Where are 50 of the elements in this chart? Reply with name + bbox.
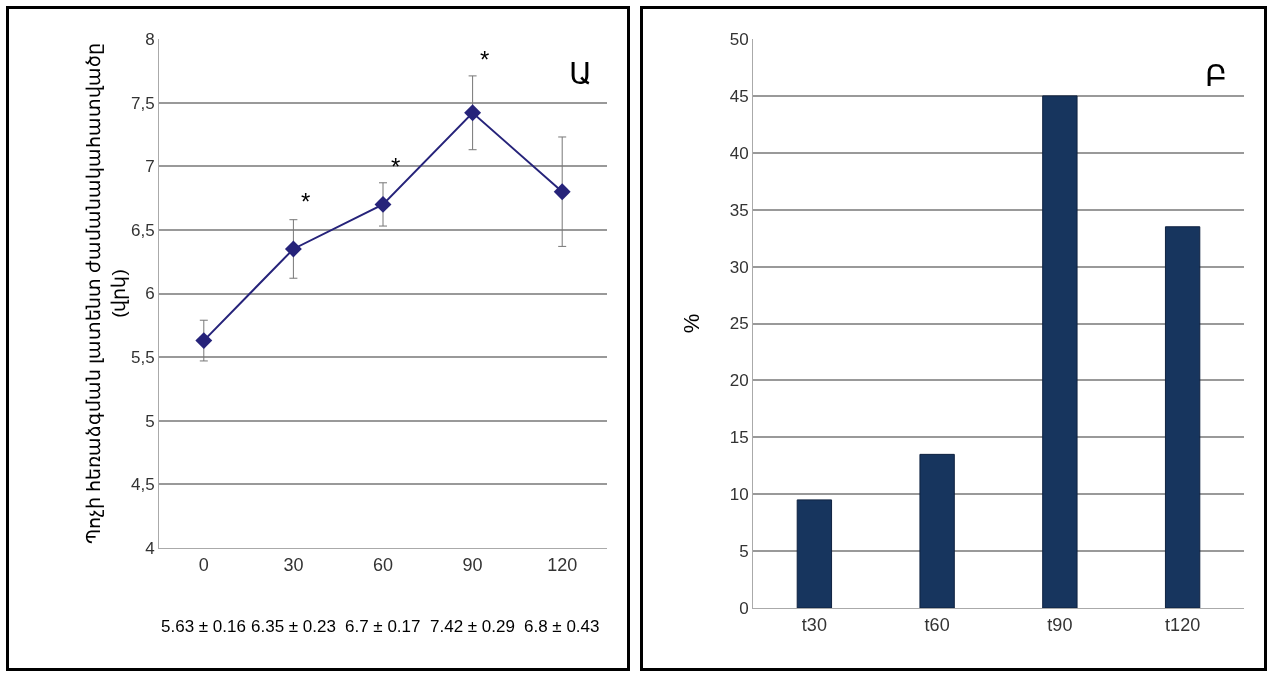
y-tick-label: 35 [729,200,749,220]
annotation: * [480,46,490,73]
bar [1164,226,1201,608]
x-tick-label: t30 [801,614,827,635]
y-tick-label: 5,5 [130,348,155,368]
bar [796,499,833,608]
y-tick-label: 8 [145,29,155,49]
x-tick-label: 90 [462,554,483,575]
y-tick-label: 10 [729,485,749,505]
data-label: 6.35 ± 0.23 [251,617,336,636]
y-tick-label: 25 [729,314,749,334]
y-tick-label: 40 [729,143,749,163]
annotation: * [391,153,401,180]
point [374,195,392,213]
y-tick-label: 50 [729,29,749,49]
y-tick-label: 5 [739,542,749,562]
y-tick-label: 7,5 [130,93,155,113]
bar [919,453,955,608]
point [464,104,482,122]
x-tick-label: t90 [1047,614,1073,635]
data-label: 6.7 ± 0.17 [345,617,421,636]
point [553,183,571,201]
x-tick-label: 0 [198,554,209,575]
y-tick-label: 0 [739,598,749,618]
y-tick-label: 4,5 [130,475,155,495]
x-tick-label: 30 [283,554,304,575]
y-tick-label: 15 [729,428,749,448]
point [284,240,302,258]
y-tick-label: 45 [729,86,749,106]
data-label: 5.63 ± 0.16 [161,617,246,636]
x-tick-label: t120 [1165,614,1201,635]
y-tick-label: 20 [729,371,749,391]
x-tick-label: 120 [547,554,578,575]
x-tick-label: 60 [372,554,394,575]
y-tick-label: 4 [145,538,155,558]
bar [1042,95,1078,608]
y-tick-label: 6,5 [130,220,155,240]
data-label: 7.42 ± 0.29 [430,617,515,636]
y-tick-label: 30 [729,257,749,277]
point [195,332,213,350]
annotation: * [301,188,311,215]
y-tick-label: 7 [145,157,155,177]
annotation: Բ [1205,58,1227,93]
annotation: Ա [569,56,592,91]
y-axis-title: Պոչի հեռաձգման լատենտ ժամանակահատվածը (վրկ) [83,42,129,545]
y-axis-title: % [679,313,704,334]
y-tick-label: 5 [145,411,155,431]
x-tick-label: t60 [924,614,950,635]
data-label: 6.8 ± 0.43 [524,617,600,636]
y-tick-label: 6 [145,284,155,304]
